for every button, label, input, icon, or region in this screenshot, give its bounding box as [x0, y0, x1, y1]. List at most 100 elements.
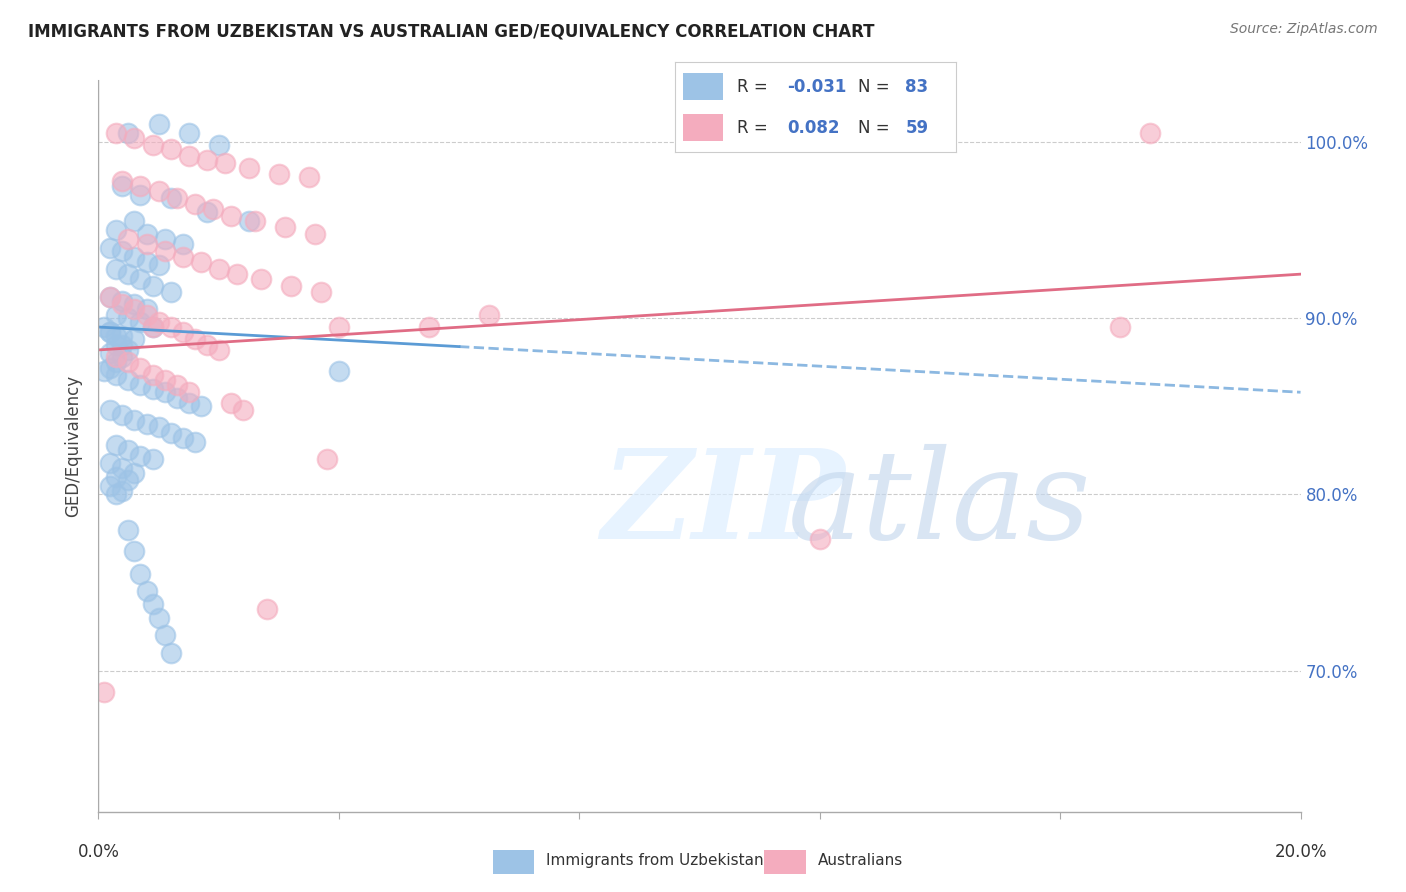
Text: N =: N =: [858, 78, 894, 95]
Point: [124, 214, 146, 228]
Text: 59: 59: [905, 119, 928, 136]
Point: [153, 244, 176, 259]
Point: [153, 628, 176, 642]
Point: [148, 184, 170, 198]
Point: [105, 470, 128, 484]
Text: Australians: Australians: [817, 854, 903, 868]
Point: [129, 566, 152, 581]
Text: 0.082: 0.082: [787, 119, 839, 136]
Point: [135, 417, 157, 431]
Point: [166, 378, 188, 392]
Bar: [683, 114, 723, 141]
Point: [183, 196, 205, 211]
Point: [105, 368, 128, 382]
Point: [93, 320, 115, 334]
Point: [135, 584, 157, 599]
Point: [135, 308, 157, 322]
Point: [298, 170, 321, 185]
Point: [304, 227, 326, 241]
Point: [214, 156, 236, 170]
Point: [195, 153, 218, 167]
Point: [195, 337, 218, 351]
Bar: [492, 849, 534, 874]
Point: [129, 449, 152, 463]
Point: [135, 237, 157, 252]
Point: [238, 214, 260, 228]
Point: [256, 602, 278, 616]
Point: [141, 138, 163, 153]
Point: [219, 209, 242, 223]
Point: [808, 532, 831, 546]
Point: [105, 308, 128, 322]
Point: [159, 425, 181, 440]
Point: [1109, 320, 1132, 334]
Point: [111, 179, 134, 194]
Point: [129, 179, 152, 194]
Point: [111, 329, 134, 343]
Text: 0.0%: 0.0%: [77, 843, 120, 861]
Point: [328, 320, 350, 334]
Point: [280, 279, 302, 293]
Point: [208, 343, 231, 357]
Point: [129, 378, 152, 392]
Bar: [765, 849, 806, 874]
Text: 20.0%: 20.0%: [1274, 843, 1327, 861]
Point: [148, 420, 170, 434]
Point: [141, 320, 163, 334]
Point: [141, 279, 163, 293]
Point: [183, 434, 205, 449]
Point: [274, 219, 297, 234]
Point: [117, 311, 139, 326]
Point: [177, 149, 200, 163]
Text: R =: R =: [737, 78, 773, 95]
Point: [124, 413, 146, 427]
Point: [117, 355, 139, 369]
Point: [478, 308, 501, 322]
Point: [100, 402, 122, 417]
Point: [117, 474, 139, 488]
Point: [111, 350, 134, 364]
Point: [129, 360, 152, 375]
Text: Source: ZipAtlas.com: Source: ZipAtlas.com: [1230, 22, 1378, 37]
Point: [208, 261, 231, 276]
Point: [100, 456, 122, 470]
Point: [100, 346, 122, 360]
Point: [141, 382, 163, 396]
Point: [124, 544, 146, 558]
Point: [208, 138, 231, 153]
Point: [141, 320, 163, 334]
Point: [111, 483, 134, 498]
Point: [159, 191, 181, 205]
Point: [190, 400, 212, 414]
Point: [111, 244, 134, 259]
Text: atlas: atlas: [789, 443, 1091, 566]
Point: [190, 255, 212, 269]
Point: [225, 267, 247, 281]
Point: [1139, 126, 1161, 140]
Text: Immigrants from Uzbekistan: Immigrants from Uzbekistan: [546, 854, 763, 868]
Point: [111, 174, 134, 188]
Point: [100, 326, 122, 340]
Point: [135, 255, 157, 269]
Point: [153, 373, 176, 387]
Point: [111, 337, 134, 351]
Text: -0.031: -0.031: [787, 78, 846, 95]
Point: [105, 350, 128, 364]
Point: [267, 167, 290, 181]
Point: [117, 267, 139, 281]
Point: [117, 523, 139, 537]
Point: [129, 315, 152, 329]
Point: [177, 396, 200, 410]
Point: [159, 142, 181, 156]
Point: [100, 360, 122, 375]
Point: [418, 320, 440, 334]
Point: [105, 223, 128, 237]
Point: [135, 227, 157, 241]
Point: [111, 408, 134, 422]
Point: [105, 337, 128, 351]
Point: [105, 355, 128, 369]
Point: [105, 329, 128, 343]
Point: [100, 478, 122, 492]
Point: [183, 332, 205, 346]
Point: [100, 326, 122, 340]
